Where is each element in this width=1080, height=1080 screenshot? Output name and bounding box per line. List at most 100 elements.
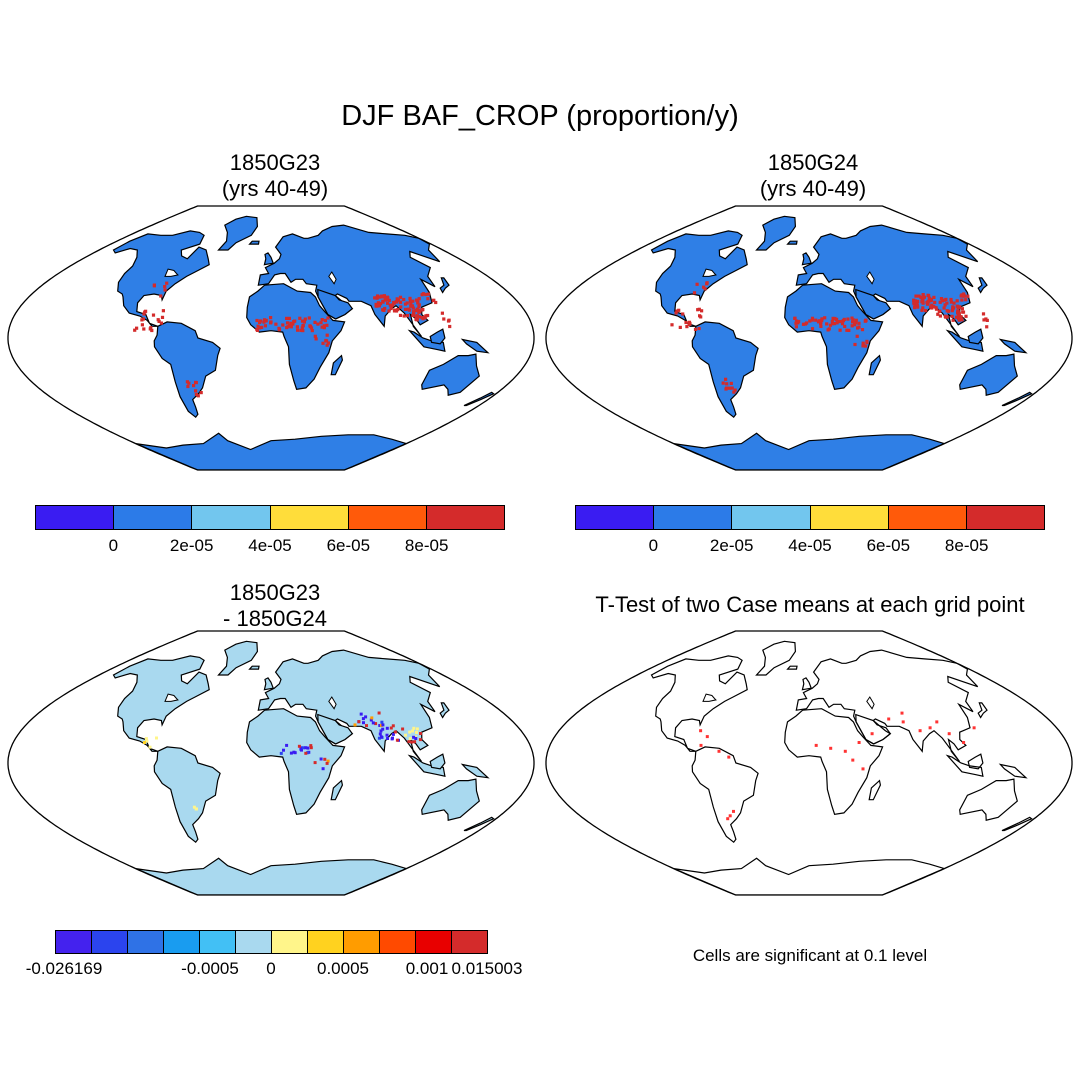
land-africa <box>784 283 884 390</box>
crop-burn-cell <box>142 312 146 316</box>
diff-cell <box>395 738 399 742</box>
crop-burn-cell <box>258 320 262 324</box>
land-indonesia <box>945 754 984 777</box>
crop-burn-cell <box>269 316 273 320</box>
crop-burn-cell <box>141 317 145 321</box>
lake-2 <box>328 271 337 285</box>
crop-burn-cell <box>379 295 383 299</box>
land-indonesia <box>945 329 984 352</box>
crop-burn-cell <box>681 312 685 316</box>
crop-burn-cell <box>819 324 823 328</box>
diff-cell <box>304 746 308 750</box>
crop-burn-cell <box>730 386 734 390</box>
crop-burn-cell <box>732 390 736 394</box>
diff-cell <box>381 727 385 731</box>
crop-burn-cell <box>156 318 160 322</box>
crop-burn-cell <box>985 325 989 329</box>
crop-burn-cell <box>864 344 868 348</box>
crop-burn-cell <box>255 328 260 332</box>
diff-cell <box>374 722 378 726</box>
crop-burn-cell <box>415 317 419 321</box>
crop-burn-cell <box>814 318 818 322</box>
land-indonesia <box>407 329 446 352</box>
significant-cell <box>717 749 721 753</box>
crop-burn-cell <box>382 308 386 312</box>
map-outline <box>545 630 1073 896</box>
colorbar-1-swatch-3 <box>192 506 271 529</box>
diff-cell <box>155 736 158 740</box>
colorbar-diff-tick-3: 0 <box>266 959 276 978</box>
crop-burn-cell <box>695 282 699 286</box>
crop-burn-cell <box>260 325 264 329</box>
land-arabia <box>317 713 354 745</box>
map-svg-1 <box>7 205 535 471</box>
colorbar-2-tick-2: 2e-05 <box>709 536 754 555</box>
crop-burn-cell <box>142 327 146 331</box>
crop-burn-cell <box>377 303 382 307</box>
land-madagascar <box>868 354 882 376</box>
crop-burn-cell <box>406 314 410 318</box>
crop-burn-cell <box>955 315 959 319</box>
diff-cell <box>419 732 422 735</box>
crop-burn-cell <box>257 326 262 330</box>
map-outline <box>7 205 535 471</box>
crop-burn-cell <box>285 326 289 330</box>
colorbar-diff-swatch-5 <box>200 931 236 953</box>
crop-burn-cell <box>385 295 390 299</box>
crop-burn-cell <box>420 293 424 297</box>
colorbar-diff-swatch-8 <box>308 931 344 953</box>
crop-burn-cell <box>688 322 692 326</box>
significant-cell <box>900 711 904 715</box>
crop-burn-cell <box>325 323 329 327</box>
crop-burn-cell <box>951 307 955 311</box>
crop-burn-cell <box>938 300 942 304</box>
crop-burn-cell <box>447 318 451 322</box>
land-australia <box>959 778 1018 821</box>
land-madagascar <box>330 779 344 801</box>
crop-burn-cell <box>960 307 964 311</box>
crop-burn-cell <box>402 314 406 318</box>
crop-burn-cell <box>426 297 430 301</box>
map-panel-3 <box>6 629 536 897</box>
significant-cell <box>728 814 732 818</box>
significance-note: Cells are significant at 0.1 level <box>692 946 928 965</box>
diff-cell <box>192 805 196 809</box>
crop-burn-cell <box>838 328 842 332</box>
diff-cell <box>379 729 383 733</box>
diff-cell <box>357 720 361 724</box>
crop-burn-cell <box>950 309 954 313</box>
diff-cell <box>326 759 330 763</box>
crop-burn-cell <box>705 282 709 286</box>
diff-cell <box>415 731 418 734</box>
panel-2-title-line2: (yrs 40-49) <box>759 176 867 201</box>
significant-cell <box>699 729 703 733</box>
crop-burn-cell <box>319 321 323 325</box>
crop-burn-cell <box>159 321 163 325</box>
crop-burn-cell <box>831 322 835 326</box>
crop-burn-cell <box>375 304 379 308</box>
crop-burn-cell <box>851 318 855 322</box>
colorbar-diff-swatch-10 <box>380 931 416 953</box>
crop-burn-cell <box>431 298 435 303</box>
crop-burn-cell <box>843 324 847 328</box>
crop-burn-cell <box>960 293 964 297</box>
panel-3-title: 1850G23 - 1850G24 <box>130 580 420 632</box>
colorbar-2-swatch-2 <box>654 506 733 529</box>
diff-cell <box>323 757 327 761</box>
crop-burn-cell <box>696 308 700 312</box>
crop-burn-cell <box>417 305 421 309</box>
crop-burn-cell <box>301 324 305 328</box>
crop-burn-cell <box>955 299 959 303</box>
crop-burn-cell <box>163 285 167 289</box>
crop-burn-cell <box>678 325 682 329</box>
crop-burn-cell <box>135 326 139 330</box>
crop-burn-cell <box>981 312 986 316</box>
diff-cell <box>381 723 385 727</box>
land-north-america <box>650 655 748 752</box>
map-outline <box>7 630 535 896</box>
crop-burn-cell <box>703 287 707 291</box>
crop-burn-cell <box>299 328 303 332</box>
diff-cell <box>411 729 414 733</box>
crop-burn-cell <box>309 326 314 330</box>
crop-burn-cell <box>956 305 960 309</box>
